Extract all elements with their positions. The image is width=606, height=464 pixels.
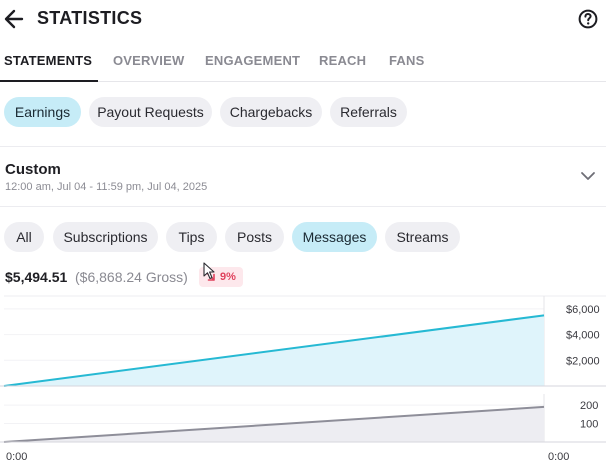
filter-tips[interactable]: Tips [166, 222, 217, 252]
y-tick-label: $6,000 [566, 304, 600, 316]
pill-earnings[interactable]: Earnings [4, 97, 81, 127]
earnings-chart: $6,000 $4,000 $2,000 200 100 0:00 0:00 [0, 294, 606, 464]
change-percent: 9% [220, 271, 236, 283]
pill-chargebacks[interactable]: Chargebacks [220, 97, 322, 127]
pill-payout-requests[interactable]: Payout Requests [89, 97, 212, 127]
x-tick-label: 0:00 [6, 451, 27, 463]
earnings-area [4, 315, 544, 386]
chevron-down-icon[interactable] [580, 170, 596, 182]
period-label: Custom [5, 161, 61, 178]
filter-all[interactable]: All [4, 222, 44, 252]
pill-referrals[interactable]: Referrals [330, 97, 407, 127]
tab-fans[interactable]: FANS [389, 53, 425, 68]
app-header: STATISTICS [0, 0, 606, 40]
tab-statements[interactable]: STATEMENTS [4, 53, 93, 68]
page-title: STATISTICS [37, 8, 143, 28]
y-tick-label: 200 [580, 400, 598, 412]
active-tab-indicator [0, 80, 98, 82]
gross-earnings: ($6,868.24 Gross) [75, 269, 188, 285]
tab-overview[interactable]: OVERVIEW [113, 53, 185, 68]
arrow-left-icon[interactable] [4, 8, 24, 30]
x-tick-label: 0:00 [548, 451, 569, 463]
filter-messages[interactable]: Messages [292, 222, 377, 252]
period-range: 12:00 am, Jul 04 - 11:59 pm, Jul 04, 202… [5, 181, 208, 193]
earnings-line [3, 314, 545, 387]
filter-subscriptions[interactable]: Subscriptions [53, 222, 158, 252]
secondary-line [3, 405, 545, 443]
filter-streams[interactable]: Streams [385, 222, 460, 252]
mouse-pointer-icon [203, 262, 215, 280]
y-tick-label: $4,000 [566, 330, 600, 342]
net-earnings: $5,494.51 [5, 269, 68, 285]
statistics-tabs: STATEMENTS OVERVIEW ENGAGEMENT REACH FAN… [0, 40, 606, 82]
divider [0, 146, 606, 147]
y-tick-label: 100 [580, 419, 598, 431]
chart-canvas: $6,000 $4,000 $2,000 200 100 0:00 0:00 [0, 295, 606, 463]
divider [0, 206, 606, 207]
y-tick-label: $2,000 [566, 355, 600, 367]
filter-posts[interactable]: Posts [225, 222, 284, 252]
tab-reach[interactable]: REACH [319, 53, 367, 68]
tab-engagement[interactable]: ENGAGEMENT [205, 53, 301, 68]
help-circle-icon[interactable] [578, 9, 598, 29]
